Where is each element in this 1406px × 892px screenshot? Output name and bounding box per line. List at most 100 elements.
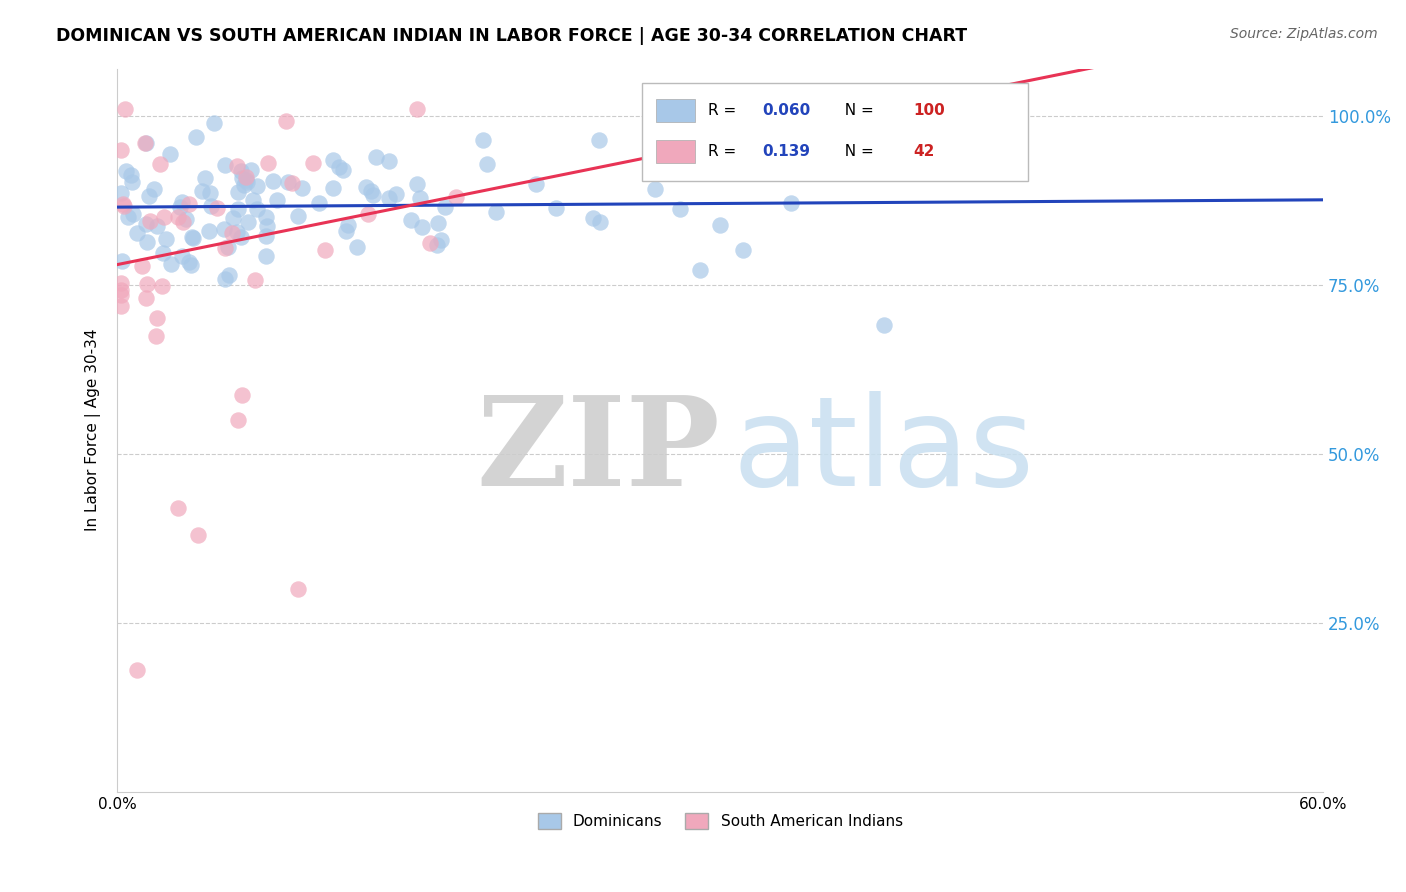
Point [257, 156, 280, 170]
Point [167, 211, 190, 225]
Point [166, 500, 188, 515]
Point [378, 191, 401, 205]
Legend: Dominicans, South American Indians: Dominicans, South American Indians [531, 806, 908, 835]
Point [524, 177, 547, 191]
Point [198, 224, 221, 238]
Point [226, 413, 249, 427]
Point [308, 195, 330, 210]
Point [214, 241, 236, 255]
Point [588, 133, 610, 147]
Point [221, 227, 243, 241]
Point [406, 177, 429, 191]
Point [245, 202, 267, 216]
Point [274, 114, 297, 128]
Point [301, 156, 323, 170]
FancyBboxPatch shape [657, 140, 695, 163]
Point [254, 249, 277, 263]
Point [430, 233, 453, 247]
Point [242, 193, 264, 207]
Point [214, 222, 236, 236]
Point [346, 240, 368, 254]
Point [180, 230, 202, 244]
Point [378, 153, 401, 168]
Point [281, 177, 304, 191]
Point [200, 199, 222, 213]
Point [110, 186, 132, 201]
Point [873, 318, 896, 333]
Point [709, 218, 731, 232]
Point [357, 207, 380, 221]
Point [194, 170, 217, 185]
Point [266, 194, 288, 208]
Point [134, 136, 156, 150]
Point [231, 229, 253, 244]
Point [172, 194, 194, 209]
Point [332, 163, 354, 178]
Point [181, 231, 204, 245]
Text: N =: N = [835, 103, 879, 118]
Point [689, 263, 711, 277]
Point [135, 291, 157, 305]
Point [110, 288, 132, 302]
Point [174, 212, 197, 227]
Point [401, 212, 423, 227]
Point [235, 169, 257, 184]
Point [364, 150, 387, 164]
Point [125, 227, 148, 241]
Point [214, 158, 236, 172]
Point [385, 187, 408, 202]
Point [419, 235, 441, 250]
Y-axis label: In Labor Force | Age 30-34: In Labor Force | Age 30-34 [86, 329, 101, 532]
Point [779, 195, 801, 210]
Point [589, 215, 612, 229]
Text: 0.139: 0.139 [762, 145, 810, 159]
Point [172, 249, 194, 263]
Point [146, 219, 169, 234]
Point [187, 528, 209, 542]
Point [246, 178, 269, 193]
Text: 42: 42 [912, 145, 935, 159]
Point [277, 175, 299, 189]
Point [114, 102, 136, 116]
Point [127, 663, 149, 677]
Point [131, 259, 153, 273]
Point [117, 211, 139, 225]
Point [222, 211, 245, 225]
Point [169, 200, 191, 214]
Point [328, 160, 350, 174]
Point [411, 220, 433, 235]
Point [202, 115, 225, 129]
Point [149, 156, 172, 170]
Point [231, 171, 253, 186]
Point [236, 215, 259, 229]
Point [262, 174, 284, 188]
Point [291, 181, 314, 195]
Point [153, 211, 176, 225]
Point [121, 175, 143, 189]
Point [177, 255, 200, 269]
Point [354, 180, 377, 194]
Point [180, 258, 202, 272]
Point [218, 268, 240, 282]
Point [256, 219, 278, 233]
Point [426, 238, 449, 252]
Point [228, 202, 250, 217]
Point [138, 188, 160, 202]
Point [110, 283, 132, 297]
Point [433, 200, 456, 214]
Point [360, 184, 382, 198]
Point [142, 182, 165, 196]
Text: atlas: atlas [733, 392, 1035, 512]
Point [122, 207, 145, 221]
Point [731, 243, 754, 257]
Point [477, 157, 499, 171]
FancyBboxPatch shape [641, 83, 1028, 181]
Point [150, 278, 173, 293]
Point [110, 299, 132, 313]
Point [111, 253, 134, 268]
Text: R =: R = [709, 145, 741, 159]
Point [644, 182, 666, 196]
Point [145, 311, 167, 326]
Point [160, 257, 183, 271]
Point [322, 153, 344, 168]
